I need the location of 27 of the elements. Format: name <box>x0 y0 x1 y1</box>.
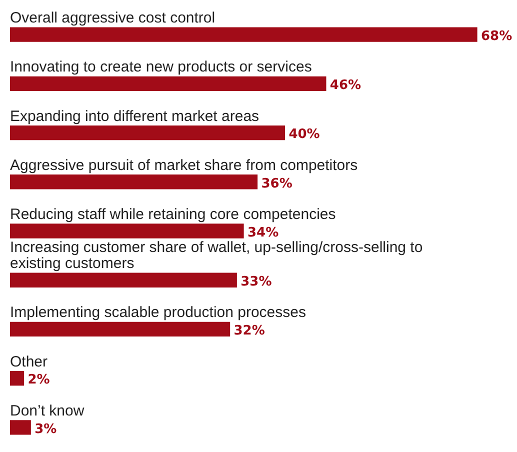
y-tick-label: Aggressive pursuit of market share from competitors <box>10 156 358 174</box>
y-tick-label: Don’t know <box>10 402 84 420</box>
bar <box>10 371 24 386</box>
data-label: 3% <box>34 422 57 437</box>
data-label: 36% <box>261 176 292 192</box>
bar <box>10 76 326 91</box>
bar <box>10 322 230 337</box>
y-tick-label: Innovating to create new products or services <box>10 58 312 76</box>
data-label: 46% <box>330 78 362 94</box>
bar <box>10 224 244 238</box>
data-label: 34% <box>247 225 279 240</box>
bar <box>10 272 237 288</box>
data-label: 40% <box>288 127 320 142</box>
bar <box>10 125 286 140</box>
bar <box>10 27 478 42</box>
data-label: 2% <box>28 372 50 388</box>
bar <box>10 174 258 190</box>
y-tick-label: Increasing customer share of wallet, up-selling/cross-selling to existing customers <box>10 239 423 272</box>
y-tick-label: Expanding into different market areas <box>10 108 260 125</box>
y-tick-label: Implementing scalable production processes <box>10 304 306 322</box>
data-label: 33% <box>240 274 272 290</box>
y-tick-label: Reducing staff while retaining core competencies <box>10 206 336 223</box>
y-tick-label: Other <box>10 353 48 370</box>
bar <box>10 420 31 435</box>
data-label: 68% <box>480 28 512 44</box>
y-tick-label: Overall aggressive cost control <box>10 10 216 27</box>
data-label: 32% <box>234 324 265 339</box>
